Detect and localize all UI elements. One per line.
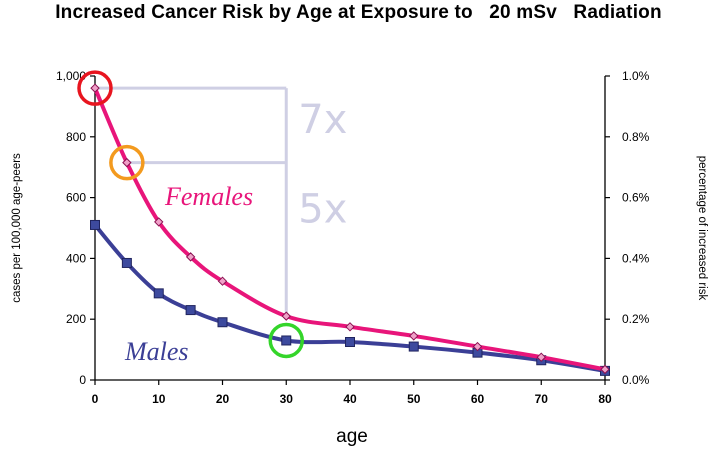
y-tick-label: 800 [66,130,86,144]
highlight-circle [109,144,145,181]
y2-tick-label: 1.0% [622,69,650,83]
marker-females [472,341,483,352]
x-tick-label: 0 [92,392,99,406]
highlight-circle [268,322,304,359]
x-tick-label: 40 [343,392,357,406]
marker-females [90,83,100,93]
y-axis-title: cases per 100,000 age-peers [11,153,23,303]
annotation-7x: 7x [298,97,347,143]
x-tick-label: 80 [598,392,612,406]
marker-females [154,217,164,227]
y-tick-label: 600 [66,191,86,205]
marker-males [345,337,355,347]
marker-females [281,311,291,321]
marker-females [217,276,228,286]
marker-males [121,257,132,268]
marker-females [600,364,610,375]
marker-males [408,341,419,352]
series-label-males: Males [124,337,189,366]
y2-tick-label: 0.2% [622,312,650,326]
x-tick-label: 60 [471,392,485,406]
marker-males [281,335,292,346]
y2-tick-label: 0.8% [622,130,650,144]
y2-axis-title: percentage of increased risk [696,156,708,301]
y2-tick-label: 0.6% [622,191,650,205]
y2-tick-label: 0.0% [622,373,650,387]
y-tick-label: 0 [79,373,86,387]
series-label-females: Females [164,182,253,211]
highlight-circle [77,70,113,106]
marker-females [409,331,419,341]
marker-females [185,252,196,262]
marker-males [90,219,100,230]
marker-males [153,288,164,299]
annotation-5x: 5x [298,187,347,233]
chart-title: Increased Cancer Risk by Age at Exposure… [55,2,662,23]
y-tick-label: 200 [66,312,86,326]
y-tick-label: 1,000 [56,69,86,83]
y2-tick-label: 0.4% [622,251,650,265]
marker-females [122,157,132,168]
x-axis-title: age [336,426,368,447]
x-tick-label: 10 [152,392,166,406]
x-tick-label: 50 [407,392,421,406]
marker-males [185,305,196,316]
y-tick-label: 400 [66,251,86,265]
x-tick-label: 20 [216,392,230,406]
marker-females [536,352,546,362]
x-tick-label: 30 [280,392,294,406]
marker-males [217,317,228,328]
x-tick-label: 70 [535,392,549,406]
marker-females [345,322,355,332]
